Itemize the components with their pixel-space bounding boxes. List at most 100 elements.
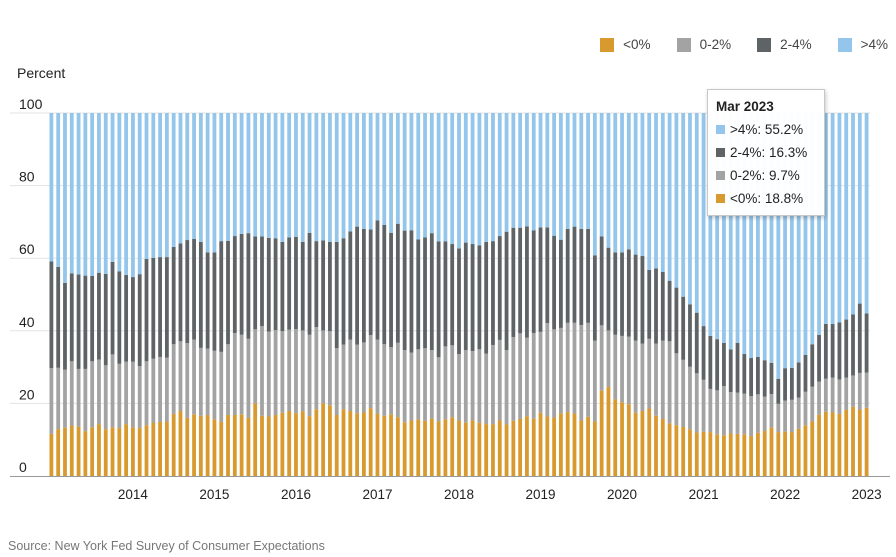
bar-segment[interactable] <box>667 280 672 342</box>
bar-segment[interactable] <box>198 113 203 242</box>
bar-segment[interactable] <box>830 113 835 324</box>
bar-segment[interactable] <box>185 113 190 241</box>
bar-segment[interactable] <box>314 409 319 476</box>
bar-segment[interactable] <box>837 413 842 476</box>
bar-segment[interactable] <box>810 113 815 345</box>
bar-segment[interactable] <box>640 256 645 344</box>
bar-segment[interactable] <box>97 359 101 425</box>
bar-segment[interactable] <box>579 113 584 229</box>
bar-segment[interactable] <box>545 323 550 417</box>
bar-segment[interactable] <box>219 421 224 476</box>
bar-segment[interactable] <box>674 425 679 476</box>
bar-segment[interactable] <box>423 348 427 421</box>
bar-segment[interactable] <box>823 411 828 476</box>
bar-segment[interactable] <box>137 113 142 275</box>
bar-segment[interactable] <box>253 113 258 237</box>
bar-segment[interactable] <box>531 418 536 476</box>
bar-segment[interactable] <box>477 245 482 350</box>
bar-segment[interactable] <box>783 400 787 432</box>
bar-segment[interactable] <box>633 412 638 476</box>
bar-segment[interactable] <box>328 331 332 406</box>
bar-segment[interactable] <box>69 425 74 476</box>
bar-segment[interactable] <box>334 348 339 416</box>
bar-segment[interactable] <box>545 227 550 324</box>
bar-segment[interactable] <box>76 426 81 476</box>
bar-segment[interactable] <box>232 236 237 333</box>
bar-segment[interactable] <box>402 230 407 351</box>
bar-segment[interactable] <box>837 379 842 414</box>
bar-segment[interactable] <box>382 224 387 345</box>
bar-segment[interactable] <box>416 113 421 240</box>
bar-segment[interactable] <box>633 113 638 255</box>
bar-segment[interactable] <box>817 334 821 382</box>
bar-segment[interactable] <box>198 241 203 348</box>
bar-segment[interactable] <box>457 248 461 355</box>
bar-segment[interactable] <box>124 361 129 425</box>
bar-segment[interactable] <box>463 350 468 423</box>
bar-segment[interactable] <box>769 393 774 428</box>
bar-segment[interactable] <box>599 390 604 476</box>
bar-segment[interactable] <box>803 425 808 476</box>
bar-segment[interactable] <box>164 257 169 358</box>
bar-segment[interactable] <box>783 368 787 401</box>
bar-segment[interactable] <box>97 424 101 476</box>
bar-segment[interactable] <box>90 113 95 276</box>
bar-segment[interactable] <box>463 422 468 476</box>
bar-segment[interactable] <box>266 237 271 332</box>
bar-segment[interactable] <box>511 420 516 476</box>
bar-segment[interactable] <box>314 327 319 410</box>
bar-segment[interactable] <box>395 223 400 343</box>
bar-segment[interactable] <box>599 236 604 326</box>
bar-segment[interactable] <box>266 331 271 417</box>
bar-segment[interactable] <box>756 356 760 395</box>
bar-segment[interactable] <box>314 241 319 328</box>
bar-segment[interactable] <box>212 113 217 253</box>
bar-segment[interactable] <box>436 421 441 476</box>
bar-segment[interactable] <box>667 423 672 476</box>
bar-segment[interactable] <box>382 415 387 476</box>
bar-segment[interactable] <box>280 241 285 332</box>
bar-segment[interactable] <box>477 113 482 246</box>
bar-segment[interactable] <box>171 113 176 247</box>
bar-segment[interactable] <box>538 113 543 228</box>
bar-segment[interactable] <box>205 113 210 253</box>
bar-segment[interactable] <box>103 429 108 476</box>
bar-segment[interactable] <box>749 358 754 397</box>
bar-segment[interactable] <box>429 350 434 419</box>
bar-segment[interactable] <box>294 236 298 329</box>
bar-segment[interactable] <box>328 405 332 476</box>
bar-segment[interactable] <box>212 252 217 351</box>
bar-segment[interactable] <box>511 227 516 337</box>
bar-segment[interactable] <box>762 430 767 476</box>
bar-segment[interactable] <box>232 415 237 476</box>
bar-segment[interactable] <box>273 238 278 331</box>
bar-segment[interactable] <box>694 373 699 433</box>
bar-segment[interactable] <box>375 413 380 476</box>
bar-segment[interactable] <box>803 113 808 355</box>
bar-segment[interactable] <box>538 331 543 413</box>
bar-segment[interactable] <box>280 113 285 242</box>
bar-segment[interactable] <box>328 241 332 332</box>
bar-segment[interactable] <box>715 113 720 340</box>
bar-segment[interactable] <box>586 113 590 229</box>
bar-segment[interactable] <box>97 113 101 273</box>
bar-segment[interactable] <box>592 255 597 341</box>
bar-segment[interactable] <box>69 113 74 274</box>
bar-segment[interactable] <box>844 113 849 320</box>
bar-segment[interactable] <box>531 230 536 333</box>
bar-segment[interactable] <box>728 392 733 434</box>
bar-segment[interactable] <box>450 113 455 245</box>
bar-segment[interactable] <box>844 377 849 410</box>
bar-segment[interactable] <box>117 113 122 272</box>
bar-segment[interactable] <box>205 348 210 416</box>
bar-segment[interactable] <box>769 427 774 476</box>
bar-segment[interactable] <box>69 361 74 426</box>
bar-segment[interactable] <box>178 411 183 476</box>
bar-segment[interactable] <box>660 340 665 420</box>
bar-segment[interactable] <box>626 336 631 405</box>
bar-segment[interactable] <box>647 408 652 476</box>
bar-segment[interactable] <box>416 239 421 350</box>
bar-segment[interactable] <box>287 411 292 476</box>
bar-segment[interactable] <box>117 363 122 429</box>
bar-segment[interactable] <box>341 113 346 239</box>
